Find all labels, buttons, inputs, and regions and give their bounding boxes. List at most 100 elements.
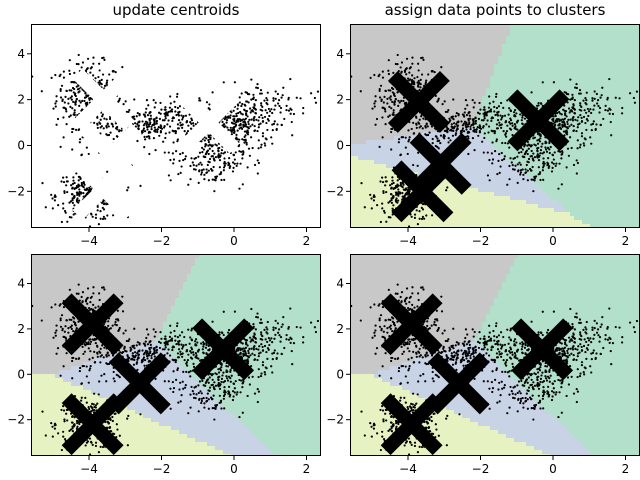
sample-point	[72, 179, 75, 182]
sample-point	[472, 118, 475, 121]
sample-point	[70, 327, 73, 330]
sample-point	[92, 292, 95, 295]
sample-point	[205, 168, 208, 171]
sample-point	[537, 101, 540, 105]
sample-point	[93, 350, 96, 354]
sample-point	[207, 398, 210, 401]
sample-point	[522, 173, 525, 176]
sample-point	[451, 134, 455, 137]
sample-point	[214, 404, 217, 407]
sample-point	[495, 138, 498, 141]
sample-point	[420, 344, 423, 347]
sample-point	[167, 348, 170, 351]
sample-point	[194, 351, 197, 355]
sample-point	[400, 136, 403, 139]
sample-point	[210, 398, 214, 401]
sample-point	[126, 358, 129, 361]
sample-point	[144, 120, 148, 123]
sample-point	[116, 428, 119, 431]
sample-point	[152, 99, 155, 102]
sample-point	[148, 346, 151, 350]
sample-point	[541, 81, 544, 84]
sample-point	[238, 378, 241, 382]
sample-point	[538, 172, 541, 175]
sample-point	[219, 171, 223, 174]
sample-point	[273, 349, 276, 352]
sample-point	[73, 93, 77, 96]
sample-point	[253, 103, 256, 106]
sample-point	[188, 113, 191, 116]
sample-point	[63, 438, 67, 441]
sample-point	[426, 125, 429, 128]
sample-point	[514, 164, 517, 167]
sample-point	[208, 157, 212, 161]
sample-point	[449, 139, 452, 142]
sample-point	[417, 298, 420, 302]
sample-point	[150, 128, 153, 131]
sample-point	[582, 142, 585, 145]
sample-point	[526, 144, 529, 147]
sample-point	[202, 341, 205, 344]
sample-point	[201, 146, 204, 149]
sample-point	[464, 124, 467, 127]
sample-point	[69, 200, 73, 203]
sample-point	[271, 129, 274, 132]
sample-point	[450, 125, 453, 128]
sample-point	[75, 172, 78, 175]
sample-point	[419, 125, 422, 128]
sample-point	[180, 114, 183, 117]
sample-point	[479, 127, 483, 130]
sample-point	[126, 444, 129, 447]
sample-point	[529, 167, 532, 171]
sample-point	[274, 326, 277, 330]
sample-point	[239, 110, 242, 114]
sample-point	[542, 164, 545, 167]
sample-point	[576, 126, 579, 129]
sample-point	[214, 384, 218, 387]
sample-point	[382, 101, 385, 104]
sample-point	[232, 166, 235, 169]
sample-point	[246, 358, 249, 361]
sample-point	[176, 367, 179, 370]
sample-point	[565, 115, 568, 118]
sample-point	[472, 126, 475, 129]
sample-point	[106, 79, 109, 82]
sample-point	[144, 349, 148, 352]
sample-point	[274, 104, 277, 107]
sample-point	[175, 324, 179, 328]
sample-point	[164, 346, 167, 349]
sample-point	[541, 152, 544, 155]
sample-point	[207, 407, 210, 410]
sample-point	[561, 124, 564, 127]
sample-point	[81, 365, 84, 368]
sample-point	[93, 309, 96, 312]
sample-point	[77, 283, 80, 286]
sample-point	[415, 126, 418, 129]
sample-point	[71, 430, 74, 433]
sample-point	[173, 329, 176, 333]
sample-point	[263, 328, 266, 331]
sample-point	[256, 316, 259, 319]
sample-point	[69, 105, 72, 108]
sample-point	[478, 129, 481, 133]
sample-point	[277, 328, 281, 331]
sample-point	[233, 115, 236, 118]
sample-point	[172, 370, 175, 373]
sample-point	[81, 345, 84, 348]
sample-point	[380, 98, 383, 101]
sample-point	[241, 183, 244, 186]
sample-point	[421, 356, 424, 359]
sample-point	[261, 132, 265, 135]
sample-point	[99, 361, 102, 364]
sample-point	[411, 62, 414, 65]
sample-point	[107, 421, 110, 424]
sample-point	[192, 392, 195, 395]
sample-point	[102, 127, 105, 130]
sample-point	[65, 110, 68, 113]
sample-point	[388, 114, 391, 117]
sample-point	[137, 124, 141, 127]
sample-point	[189, 164, 192, 168]
sample-point	[203, 406, 206, 409]
sample-point	[260, 331, 263, 334]
sample-point	[396, 283, 399, 286]
